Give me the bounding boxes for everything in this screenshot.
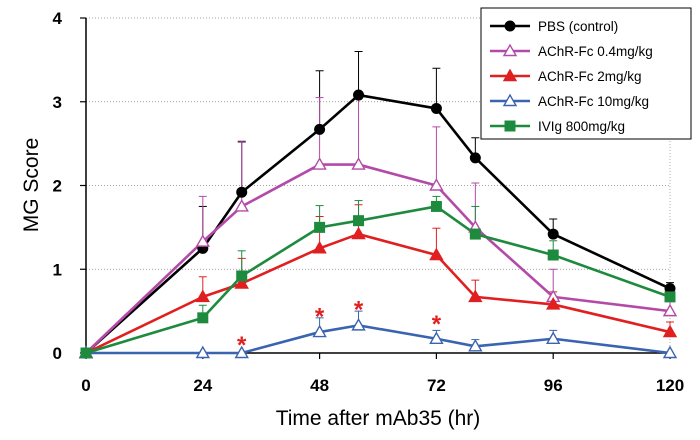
series-4-line	[85, 205, 671, 355]
series-1-point-5	[429, 178, 444, 191]
series-0-point-2	[236, 186, 248, 198]
y-tick-label-1: 1	[53, 260, 62, 279]
series-2-point-5	[429, 247, 444, 261]
series-0-point-3	[314, 123, 326, 135]
series-0-point-7	[547, 228, 559, 240]
y-tick-label-0: 0	[53, 344, 62, 363]
legend-marker-3	[502, 93, 518, 107]
legend: PBS (control) AChR-Fc 0.4mg/kg AChR-Fc 2mg…	[480, 7, 692, 140]
series-4-point-8	[664, 291, 676, 303]
series-0-point-4	[353, 89, 365, 101]
y-tick-label-2: 2	[53, 177, 62, 196]
series-1-line	[85, 163, 671, 354]
series-0-point-5	[430, 102, 442, 114]
series-3-point-1	[195, 345, 211, 359]
x-tick-label-0: 0	[81, 376, 90, 395]
series-2-line	[85, 232, 671, 355]
series-4-point-5	[430, 200, 442, 212]
series-3-point-7	[545, 331, 561, 344]
series-2-point-8	[662, 324, 678, 338]
legend-label-3: AChR-Fc 10mg/kg	[538, 94, 649, 109]
series-3-point-4	[351, 317, 366, 331]
series-4-point-2	[236, 270, 248, 282]
x-axis-title: Time after mAb35 (hr)	[276, 407, 481, 430]
legend-marker-4	[504, 120, 516, 132]
series-1-point-3	[312, 157, 327, 170]
series-3-line	[86, 324, 671, 355]
series-3-point-6	[468, 338, 483, 352]
legend-marker-1	[502, 43, 518, 57]
series-3-point-5	[429, 331, 444, 344]
series-4-point-1	[197, 312, 209, 324]
series-4-point-3	[314, 221, 326, 233]
annotation-star-2: *	[354, 297, 364, 324]
series-0-point-6	[469, 152, 481, 164]
annotation-star-3: *	[432, 311, 442, 338]
x-tick-label-48: 48	[310, 376, 329, 395]
legend-label-0: PBS (control)	[538, 19, 618, 34]
series-1-point-8	[662, 303, 678, 317]
x-tick-label-96: 96	[544, 376, 563, 395]
series-3-point-8	[662, 345, 678, 359]
significance-annotations: * * * *	[237, 297, 442, 359]
series-2-point-3	[312, 240, 327, 254]
legend-marker-2	[502, 68, 518, 82]
series-markers	[78, 89, 678, 359]
legend-box	[480, 7, 692, 140]
series-2-point-2	[234, 276, 249, 289]
y-tick-label-3: 3	[53, 93, 62, 112]
legend-label-2: AChR-Fc 2mg/kg	[538, 69, 642, 84]
series-4-point-4	[353, 215, 365, 227]
annotation-star-0: *	[237, 332, 247, 359]
y-axis-title: MG Score	[20, 138, 43, 233]
series-2-point-6	[468, 289, 483, 303]
series-4-point-7	[547, 249, 559, 261]
series-2-point-7	[545, 297, 561, 310]
series-2-point-4	[351, 226, 366, 240]
legend-label-1: AChR-Fc 0.4mg/kg	[538, 44, 653, 59]
series-4-point-0	[80, 347, 92, 359]
legend-marker-0	[504, 20, 516, 32]
series-4-point-6	[469, 228, 481, 240]
x-tick-label-72: 72	[427, 376, 446, 395]
series-1-point-4	[351, 157, 366, 170]
series-1-point-1	[195, 234, 211, 247]
y-tick-label-4: 4	[53, 9, 63, 28]
annotation-star-1: *	[315, 303, 325, 330]
series-1-point-2	[234, 199, 249, 212]
series-3-point-2	[234, 345, 249, 359]
x-tick-label-24: 24	[193, 376, 212, 395]
legend-label-4: IVIg 800mg/kg	[538, 119, 625, 134]
series-2-point-1	[195, 289, 211, 303]
x-tick-label-120: 120	[656, 376, 684, 395]
series-3-point-3	[312, 324, 327, 338]
